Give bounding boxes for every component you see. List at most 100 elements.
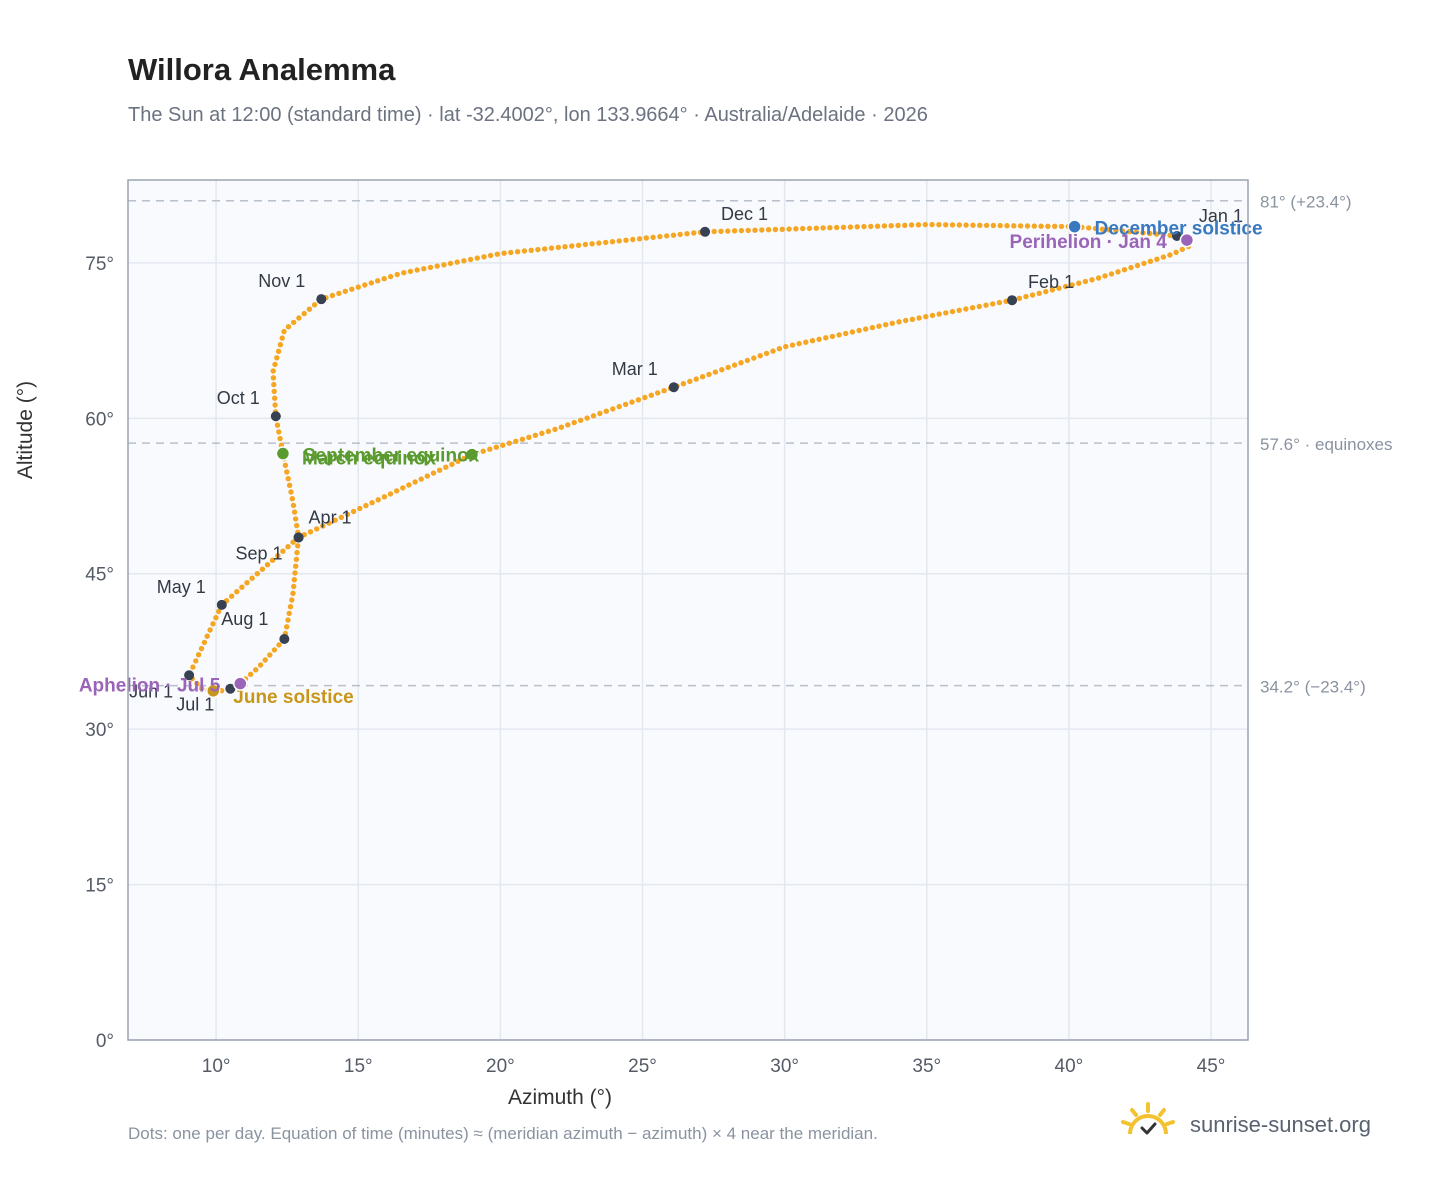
month-marker-dot: [270, 411, 281, 422]
daily-dot: [285, 544, 291, 550]
event-marker-dot: [206, 683, 221, 699]
daily-dot: [269, 557, 276, 563]
daily-dot: [285, 476, 291, 482]
daily-dot: [342, 288, 348, 294]
daily-dot: [895, 222, 901, 229]
daily-dot: [1016, 295, 1023, 301]
daily-dot: [745, 227, 751, 234]
daily-dot: [387, 491, 394, 497]
daily-dot: [1031, 223, 1038, 229]
daily-dot: [793, 226, 799, 232]
daily-dot: [597, 410, 603, 417]
month-marker-dot: [293, 532, 304, 543]
reference-line-label: 34.2° (−23.4°): [1260, 678, 1366, 697]
daily-dot: [455, 458, 461, 464]
daily-dot: [190, 664, 196, 670]
daily-dot: [623, 237, 629, 243]
daily-dot: [267, 652, 273, 658]
daily-dot: [655, 390, 661, 396]
daily-dot: [276, 429, 282, 435]
daily-dot: [279, 335, 285, 341]
event-marker-label: Aphelion · Jul 5: [79, 676, 221, 697]
daily-dot: [427, 264, 434, 271]
daily-dot: [909, 316, 916, 322]
daily-dot: [552, 426, 558, 433]
daily-dot: [636, 236, 643, 242]
daily-dot: [289, 496, 295, 502]
daily-dot: [277, 342, 284, 348]
daily-dot: [311, 302, 318, 308]
daily-dot: [571, 419, 577, 426]
y-tick-label: 60°: [85, 409, 114, 430]
daily-dot: [1023, 293, 1029, 300]
daily-dot: [1147, 258, 1154, 264]
daily-dot: [264, 562, 271, 568]
plot-frame: [127, 179, 1249, 1041]
daily-dot: [1179, 246, 1186, 253]
daily-dot: [1133, 229, 1139, 235]
daily-dot: [519, 436, 526, 442]
y-tick-label: 0°: [96, 1031, 114, 1052]
daily-dot: [500, 442, 506, 448]
daily-dot: [1121, 267, 1128, 273]
daily-dot: [582, 241, 589, 248]
daily-dot: [514, 249, 521, 255]
daily-dot: [1029, 292, 1036, 298]
daily-dot: [876, 323, 882, 329]
daily-dot: [1160, 232, 1167, 238]
brand-logo[interactable]: sunrise-sunset.org: [1120, 1100, 1390, 1148]
daily-dot: [699, 374, 706, 380]
daily-dot: [521, 248, 528, 254]
daily-dot: [569, 243, 575, 249]
daily-dot: [731, 362, 738, 368]
daily-dot: [650, 234, 656, 240]
month-marker-label: Feb 1: [1028, 272, 1074, 292]
daily-dot: [783, 343, 789, 350]
daily-dot: [294, 549, 300, 556]
daily-dot: [1062, 283, 1069, 290]
daily-dot: [239, 584, 245, 590]
daily-dot: [854, 224, 860, 230]
daily-dot: [889, 320, 895, 326]
daily-dot: [436, 467, 443, 473]
daily-dot: [813, 225, 819, 231]
daily-dot: [596, 240, 602, 246]
daily-dot: [216, 608, 222, 615]
daily-dot: [712, 369, 719, 375]
month-marker-label: Mar 1: [612, 359, 658, 379]
x-tick-label: 20°: [486, 1056, 515, 1077]
daily-dot: [883, 322, 889, 328]
daily-dot: [290, 539, 296, 545]
x-axis-title: Azimuth (°): [508, 1086, 612, 1109]
daily-dot: [199, 685, 205, 692]
daily-dot: [922, 221, 928, 228]
month-marker-label: Jun 1: [129, 681, 173, 701]
daily-dot: [963, 222, 969, 228]
daily-dot: [292, 516, 299, 522]
daily-dot: [350, 508, 357, 515]
daily-dot: [434, 263, 440, 269]
daily-dot: [1154, 256, 1160, 262]
daily-dot: [307, 529, 314, 535]
month-marker-label: Oct 1: [217, 388, 260, 408]
x-tick-label: 40°: [1055, 1056, 1084, 1077]
daily-dot: [997, 222, 1003, 229]
daily-dot: [406, 482, 412, 488]
daily-dot: [329, 292, 336, 299]
analemma-curve: [187, 221, 1192, 695]
daily-dot: [1147, 230, 1153, 237]
daily-dot: [759, 227, 765, 233]
daily-dot: [642, 394, 648, 401]
daily-dot: [285, 324, 292, 330]
daily-dot: [461, 258, 467, 264]
daily-dot: [362, 282, 368, 288]
daily-dot: [956, 222, 962, 228]
daily-dot: [677, 231, 683, 238]
daily-dot: [664, 233, 670, 239]
daily-dot: [603, 408, 609, 414]
reference-line-label: 57.6° · equinoxes: [1260, 435, 1393, 454]
daily-dot: [421, 266, 427, 272]
daily-dot: [929, 221, 935, 228]
daily-dot: [970, 222, 976, 228]
daily-dot: [610, 406, 616, 412]
